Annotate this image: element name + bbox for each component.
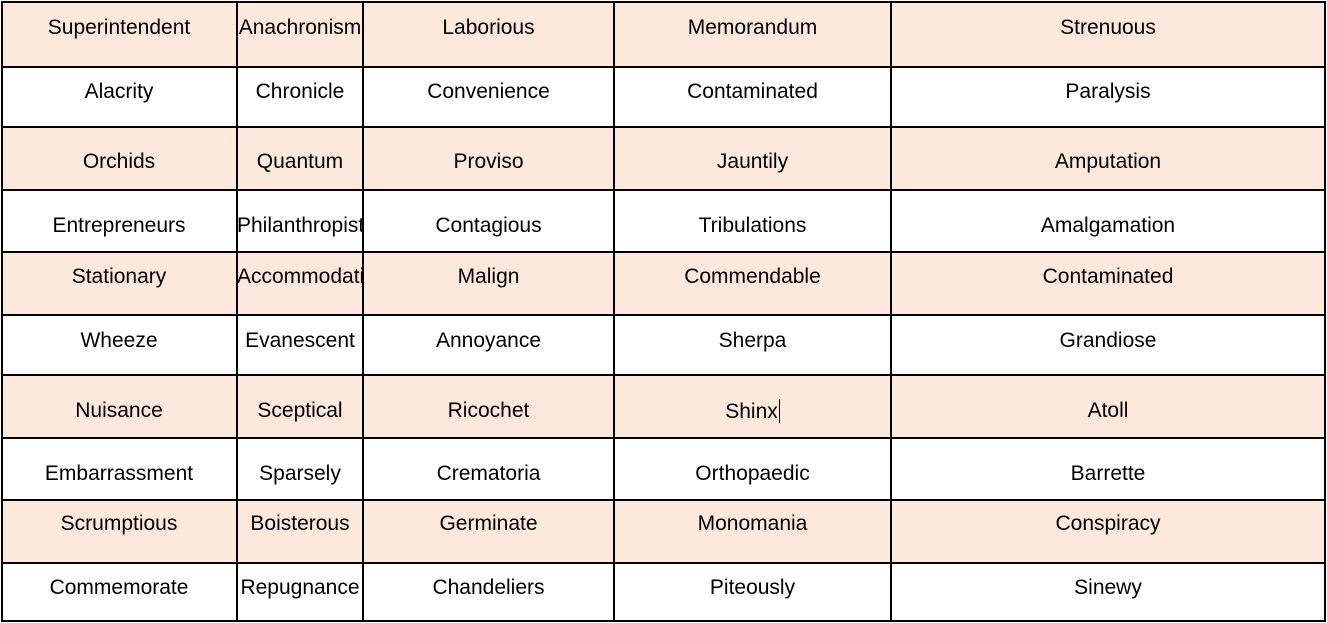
table-cell[interactable]: Jauntily [716,150,789,173]
table-cell[interactable]: Crematoria [436,462,541,485]
table-row: Superintendent Anachronism Laborious Mem… [1,1,1325,67]
table-cell[interactable]: Quantum [256,150,344,173]
table-cell[interactable]: Evanescent [245,329,355,352]
table-cell[interactable]: Amalgamation [1040,214,1176,237]
table-cell[interactable]: Orthopaedic [695,462,810,485]
table-cell[interactable]: Boisterous [250,512,350,535]
table-cell[interactable]: Grandiose [1059,329,1157,352]
table-row: Commemorate Repugnance Chandeliers Piteo… [1,563,1325,622]
table-row: Alacrity Chronicle Convenience Contamina… [1,67,1325,127]
cell-text: Shinx [725,400,778,423]
table-cell[interactable]: Nuisance [75,399,163,422]
table-cell[interactable]: Scrumptious [60,512,178,535]
table-cell[interactable]: Laborious [442,16,535,39]
table-row: Wheeze Evanescent Annoyance Sherpa Grand… [1,315,1325,375]
table-cell[interactable]: Accommodation [237,265,363,288]
table-cell[interactable]: Sparsely [259,462,341,485]
table-cell[interactable]: Chronicle [255,80,345,103]
table-cell[interactable]: Sherpa [718,329,787,352]
table-cell[interactable]: Commemorate [49,576,189,599]
table-cell[interactable]: Contagious [435,214,542,237]
text-cursor [778,399,780,423]
table-cell[interactable]: Orchids [82,150,156,173]
table-cell[interactable]: Germinate [439,512,538,535]
table-cell[interactable]: Annoyance [435,329,542,352]
table-cell[interactable]: Strenuous [1060,16,1156,39]
table-cell[interactable]: Commendable [684,265,821,288]
table-cell[interactable]: Superintendent [47,16,191,39]
table-cell[interactable]: Memorandum [687,16,818,39]
table-cell[interactable]: Alacrity [84,80,154,103]
table-cell[interactable]: Contaminated [687,80,818,103]
table-cell[interactable]: Stationary [71,265,167,288]
table-row: Nuisance Sceptical Ricochet Shinx Atoll [1,375,1325,438]
table-cell[interactable]: Sceptical [257,399,343,422]
table-cell[interactable]: Wheeze [80,329,158,352]
table-cell[interactable]: Shinx [614,375,891,438]
table-row: Stationary Accommodation Malign Commenda… [1,252,1325,315]
table-cell[interactable]: Tribulations [698,214,807,237]
table-cell[interactable]: Convenience [427,80,550,103]
table-cell[interactable]: Proviso [453,150,524,173]
table-cell[interactable]: Entrepreneurs [52,214,186,237]
table-cell[interactable]: Philanthropist [237,214,363,237]
table-cell[interactable]: Conspiracy [1055,512,1161,535]
table-row: Scrumptious Boisterous Germinate Monoman… [1,500,1325,563]
table-cell[interactable]: Chandeliers [432,576,545,599]
table-cell[interactable]: Contaminated [1042,265,1174,288]
table-cell[interactable]: Anachronism [238,16,362,39]
table-cell[interactable]: Piteously [709,576,796,599]
table-cell[interactable]: Malign [457,265,520,288]
table-cell[interactable]: Sinewy [1074,576,1142,599]
table-cell[interactable]: Amputation [1054,150,1162,173]
table-cell[interactable]: Monomania [697,512,808,535]
table-cell[interactable]: Paralysis [1065,80,1151,103]
table-cell[interactable]: Embarrassment [44,462,194,485]
table-cell[interactable]: Repugnance [240,576,360,599]
table-cell[interactable]: Atoll [1087,399,1129,422]
table-row: Entrepreneurs Philanthropist Contagious … [1,190,1325,252]
table-row: Embarrassment Sparsely Crematoria Orthop… [1,438,1325,500]
table-cell[interactable]: Barrette [1070,462,1146,485]
table-cell[interactable]: Ricochet [447,399,530,422]
table-row: Orchids Quantum Proviso Jauntily Amputat… [1,127,1325,190]
